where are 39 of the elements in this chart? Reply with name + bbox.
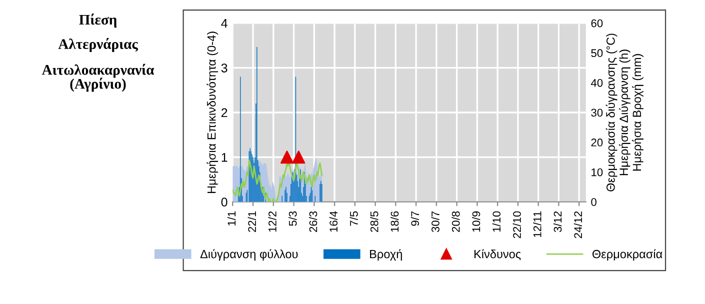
y-tick-label: 1 [222, 153, 228, 162]
text: Πίεση [79, 14, 117, 28]
x-tick-label: 22/1 [248, 211, 256, 232]
x-tick-label: 22/10 [512, 211, 521, 238]
x-tick-label: 7/5 [350, 211, 358, 226]
x-tick-label: 28/5 [370, 211, 378, 232]
y-tick-label: 4 [221, 19, 228, 28]
y2-axis-title: Θερμοκρασία διύγρανσης (°C) Ημερήσια Διύγρανση (h) Ημερήσια Βροχή (mm) [606, 34, 644, 192]
x-tick-label: 30/7 [431, 211, 440, 232]
x-tick-label: 24/12 [574, 211, 582, 238]
x-tick-label: 18/6 [390, 211, 399, 232]
x-tick-label: 9/7 [410, 211, 420, 226]
text: Αλτερνάριας [58, 38, 138, 52]
y2-tick-label: 60 [591, 19, 603, 28]
x-tick-label: 5/3 [288, 211, 297, 226]
y-tick-label: 0 [221, 198, 228, 207]
legend-label: Βροχή [370, 249, 402, 261]
x-tick-label: 20/8 [452, 211, 460, 232]
y2-tick-label: 30 [591, 108, 603, 117]
y2-tick-label: 10 [592, 168, 603, 176]
y2-tick-label: 50 [591, 49, 603, 58]
y2-tick-label: 0 [591, 198, 596, 206]
x-tick-label: 12/2 [268, 211, 276, 232]
y2-tick-label: 40 [590, 78, 603, 87]
x-tick-label: 1/10 [492, 211, 501, 232]
x-tick-label: 10/9 [472, 211, 480, 232]
y2-tick-label: 20 [591, 138, 603, 146]
text: Αιτωλοακαρνανία (Αγρίνιο) [42, 64, 154, 92]
legend-label: Διύγρανση φύλλου [200, 249, 298, 261]
legend-label: Κίνδυνος [474, 249, 521, 260]
x-tick-label: 16/4 [329, 211, 338, 232]
y-tick-label: 3 [221, 64, 228, 72]
x-tick-label: 1/1 [227, 211, 236, 226]
legend-label: Θερμοκρασία [592, 249, 662, 261]
x-tick-label: 3/12 [554, 211, 562, 232]
y-tick-label: 2 [221, 108, 228, 118]
x-tick-label: 12/11 [533, 211, 542, 238]
x-tick-label: 26/3 [308, 211, 318, 232]
y-axis-title: Ημερήσια Επικινδυνότητα (0-4) [206, 32, 218, 194]
